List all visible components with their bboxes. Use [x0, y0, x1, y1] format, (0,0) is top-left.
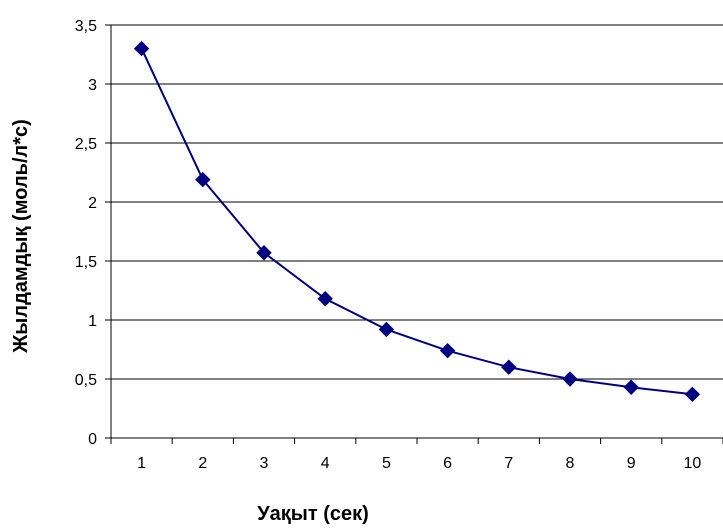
gridlines	[111, 25, 723, 379]
y-tick-label: 2	[88, 195, 97, 212]
data-point-marker	[563, 372, 577, 386]
series-group	[135, 42, 700, 402]
data-point-marker	[502, 360, 516, 374]
y-axis-title: Жылдамдық (моль/л*с)	[10, 119, 32, 354]
y-tick-label: 1	[88, 313, 97, 330]
data-point-marker	[624, 380, 638, 394]
y-tick-label: 3,5	[75, 18, 97, 35]
y-tick-label: 0,5	[75, 372, 97, 389]
x-tick-label: 5	[382, 455, 391, 472]
x-tick-label: 4	[321, 455, 330, 472]
y-tick-label: 3	[88, 77, 97, 94]
data-point-marker	[135, 42, 149, 56]
series-line	[142, 49, 693, 395]
x-tick-label: 8	[566, 455, 575, 472]
x-tick-label: 2	[198, 455, 207, 472]
x-tick-labels: 1 2 3 4 5 6 7 8 9 10	[137, 455, 701, 472]
x-tick-label: 9	[627, 455, 636, 472]
x-tick-label: 7	[504, 455, 513, 472]
x-axis-title: Уақыт (сек)	[257, 503, 369, 525]
y-tick-label: 1,5	[75, 254, 97, 271]
y-tick-labels: 0 0,5 1 1,5 2 2,5 3 3,5	[75, 18, 97, 448]
data-point-marker	[685, 387, 699, 401]
x-tick-label: 6	[443, 455, 452, 472]
data-point-marker	[441, 344, 455, 358]
x-tick-label: 1	[137, 455, 146, 472]
y-tick-label: 0	[88, 431, 97, 448]
x-tick-label: 10	[684, 455, 702, 472]
x-tick-label: 3	[260, 455, 269, 472]
y-tick-label: 2,5	[75, 136, 97, 153]
data-point-marker	[379, 322, 393, 336]
